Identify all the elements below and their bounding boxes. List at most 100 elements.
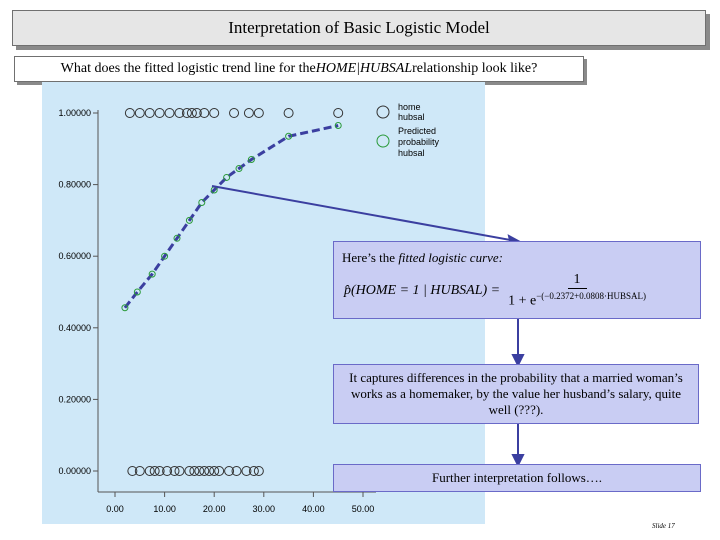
predicted-point <box>235 164 243 172</box>
observed-point <box>224 466 235 476</box>
arrow-down-1-head <box>511 354 525 368</box>
observed-point <box>243 108 254 118</box>
legend-label-predicted: Predicted probability hubsal <box>398 126 440 158</box>
y-tick-label: 0.20000 <box>58 394 91 404</box>
observed-point <box>164 108 175 118</box>
slide-title-text: Interpretation of Basic Logistic Model <box>228 18 490 37</box>
formula-fraction: 1 1 + e−(−0.2372+0.0808·HUBSAL) <box>508 272 646 310</box>
observed-point <box>229 108 240 118</box>
observed-point <box>209 466 220 476</box>
observed-point <box>333 108 344 118</box>
predicted-point <box>198 199 206 206</box>
axes <box>97 110 376 493</box>
observed-point <box>186 108 197 118</box>
observed-point <box>253 466 264 476</box>
formula-lhs: p̂(HOME = 1 | HUBSAL) = <box>344 282 501 298</box>
x-tick-label: 30.00 <box>253 504 276 514</box>
observed-point <box>174 466 185 476</box>
question-suffix: relationship look like? <box>412 61 538 76</box>
predicted-point <box>334 122 342 130</box>
observed-point <box>199 108 210 118</box>
predicted-point <box>148 270 156 278</box>
y-tick-label: 0.80000 <box>58 180 91 190</box>
formula-numerator: 1 <box>567 272 587 289</box>
legend-pred-line2: probability <box>398 137 440 147</box>
observed-point <box>231 466 242 476</box>
formula-denominator: 1 + e−(−0.2372+0.0808·HUBSAL) <box>508 289 646 310</box>
observed-point <box>181 108 192 118</box>
observed-point <box>162 466 173 476</box>
x-tick-label: 20.00 <box>203 504 226 514</box>
slide-title: Interpretation of Basic Logistic Model <box>12 10 706 46</box>
observed-point <box>124 108 135 118</box>
observed-point <box>144 466 155 476</box>
legend: home hubsal Predicted probability hubsal <box>376 102 440 158</box>
observed-point <box>174 108 185 118</box>
interpretation-note: It captures differences in the probabili… <box>333 364 699 424</box>
legend-pred-line3: hubsal <box>398 148 425 158</box>
question-italic: HOME|HUBSAL <box>315 61 413 76</box>
arrow-to-curve <box>211 185 517 242</box>
observed-point <box>248 466 259 476</box>
arrow-down-2-head <box>511 454 525 468</box>
observed-point <box>127 466 138 476</box>
predicted-point <box>185 216 193 224</box>
observed-point <box>241 466 252 476</box>
predicted-point <box>223 173 231 181</box>
observed-point <box>184 466 195 476</box>
observed-point <box>169 466 180 476</box>
predicted-point <box>285 132 293 140</box>
observed-point <box>191 108 202 118</box>
observed-point <box>199 466 210 476</box>
observed-point <box>194 466 205 476</box>
observed-point <box>253 108 264 118</box>
note1-italic: fitted logistic curve: <box>398 250 504 265</box>
logistic-formula: p̂(HOME = 1 | HUBSAL) = 1 1 + e−(−0.2372… <box>344 272 646 310</box>
y-tick-label: 1.00000 <box>58 108 91 118</box>
legend-home-line2: hubsal <box>398 112 425 122</box>
observed-point <box>134 466 145 476</box>
interpretation-text: It captures differences in the probabili… <box>349 370 683 417</box>
observed-point <box>209 108 220 118</box>
observed-point <box>214 466 225 476</box>
predicted-point <box>173 234 181 242</box>
observed-point <box>149 466 160 476</box>
x-tick-label: 0.00 <box>106 504 124 514</box>
y-tick-label: 0.60000 <box>58 251 91 261</box>
legend-label-home: home hubsal <box>398 102 425 122</box>
further-note: Further interpretation follows…. <box>333 464 701 492</box>
data-points <box>124 108 344 476</box>
observed-point <box>144 108 155 118</box>
axis-ticks: 0.00000 0.20000 0.40000 0.60000 0.80000 1.000… <box>58 108 374 514</box>
legend-marker-predicted <box>376 134 390 148</box>
legend-home-line1: home <box>398 102 421 112</box>
predicted-point <box>247 156 255 164</box>
formula-exponent: −(−0.2372+0.0808·HUBSAL) <box>536 291 646 301</box>
observed-point <box>154 466 165 476</box>
observed-point <box>204 466 215 476</box>
predicted-point <box>161 252 169 260</box>
note1-prefix: Here’s the <box>342 250 399 265</box>
x-tick-label: 40.00 <box>302 504 325 514</box>
fitted-curve-note: Here’s the fitted logistic curve: p̂(HOM… <box>333 241 701 319</box>
formula-den-base: 1 + e <box>508 293 537 309</box>
predicted-point <box>133 288 141 296</box>
predicted-point <box>121 304 129 312</box>
y-tick-label: 0.00000 <box>58 466 91 476</box>
question-prefix: What does the fitted logistic trend line… <box>60 61 316 76</box>
x-tick-label: 50.00 <box>352 504 375 514</box>
y-tick-label: 0.40000 <box>58 323 91 333</box>
observed-point <box>189 466 200 476</box>
predicted-points <box>121 122 342 312</box>
further-text: Further interpretation follows…. <box>431 470 603 485</box>
slide-number: Slide 17 <box>652 522 675 530</box>
legend-pred-line1: Predicted <box>398 126 436 136</box>
question-box: What does the fitted logistic trend line… <box>14 56 584 82</box>
observed-point <box>154 108 165 118</box>
observed-point <box>283 108 294 118</box>
fitted-curve <box>123 124 339 309</box>
legend-marker-home <box>376 105 390 119</box>
x-tick-label: 10.00 <box>153 504 176 514</box>
observed-point <box>134 108 145 118</box>
